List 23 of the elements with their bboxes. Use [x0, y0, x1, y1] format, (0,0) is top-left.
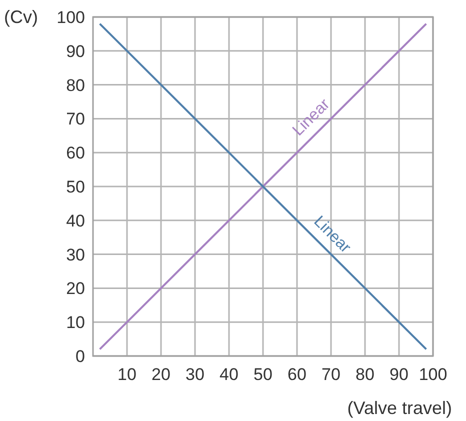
- y-tick-label: 60: [66, 144, 85, 163]
- y-tick-label: 90: [66, 42, 85, 61]
- y-tick-label: 0: [76, 347, 85, 366]
- y-tick-label: 20: [66, 279, 85, 298]
- y-tick-label: 40: [66, 211, 85, 230]
- y-tick-label: 100: [56, 8, 85, 27]
- x-axis-title: (Valve travel): [347, 398, 452, 418]
- y-tick-label: 10: [66, 313, 85, 332]
- x-tick-label: 50: [254, 365, 272, 384]
- y-tick-label: 70: [66, 110, 85, 129]
- y-tick-label: 80: [66, 76, 85, 95]
- x-tick-label: 40: [220, 365, 238, 384]
- x-tick-label: 80: [356, 365, 374, 384]
- x-tick-label: 60: [288, 365, 306, 384]
- x-tick-label: 20: [152, 365, 170, 384]
- x-tick-label: 10: [118, 365, 136, 384]
- x-tick-label: 100: [418, 365, 448, 384]
- y-tick-label: 50: [66, 178, 85, 196]
- y-axis-title: (Cv): [4, 7, 38, 27]
- x-tick-label: 30: [186, 365, 204, 384]
- y-tick-label: 30: [66, 245, 85, 264]
- x-tick-label: 90: [390, 365, 408, 384]
- x-tick-label: 70: [322, 365, 340, 384]
